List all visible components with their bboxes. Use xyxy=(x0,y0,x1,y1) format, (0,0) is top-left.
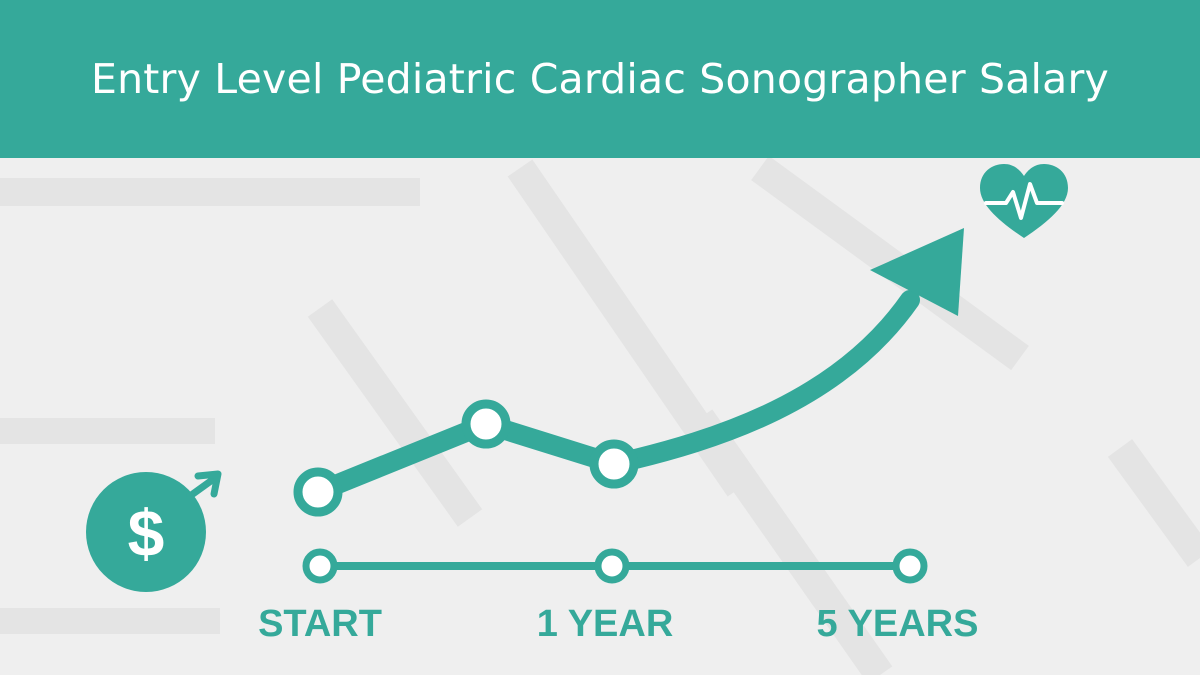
bg-bar-mid xyxy=(0,418,215,444)
trend-node-peak xyxy=(461,399,511,449)
bg-stripe-5 xyxy=(1107,439,1200,567)
timeline-node-start xyxy=(302,548,338,584)
background-pattern xyxy=(0,158,1200,675)
trend-node-1-year xyxy=(589,439,639,489)
svg-text:$: $ xyxy=(128,496,165,570)
dollar-coin-icon: $ xyxy=(86,470,222,592)
timeline-label-start: START xyxy=(258,603,382,645)
timeline-label-5-years: 5 YEARS xyxy=(816,603,979,645)
timeline-node-5-years xyxy=(892,548,928,584)
timeline-node-1-year xyxy=(594,548,630,584)
timeline-label-1-year: 1 YEAR xyxy=(536,603,674,645)
title-banner: Entry Level Pediatric Cardiac Sonographe… xyxy=(0,0,1200,158)
trend-node-start xyxy=(293,467,343,517)
page-title: Entry Level Pediatric Cardiac Sonographe… xyxy=(90,55,1109,103)
bg-bar-low xyxy=(0,608,220,634)
bg-bar-top xyxy=(0,178,420,206)
growth-arrow-icon xyxy=(870,228,964,316)
bg-stripe-3 xyxy=(687,409,893,675)
bg-stripe-2 xyxy=(307,299,483,527)
heart-pulse-icon xyxy=(980,164,1068,238)
